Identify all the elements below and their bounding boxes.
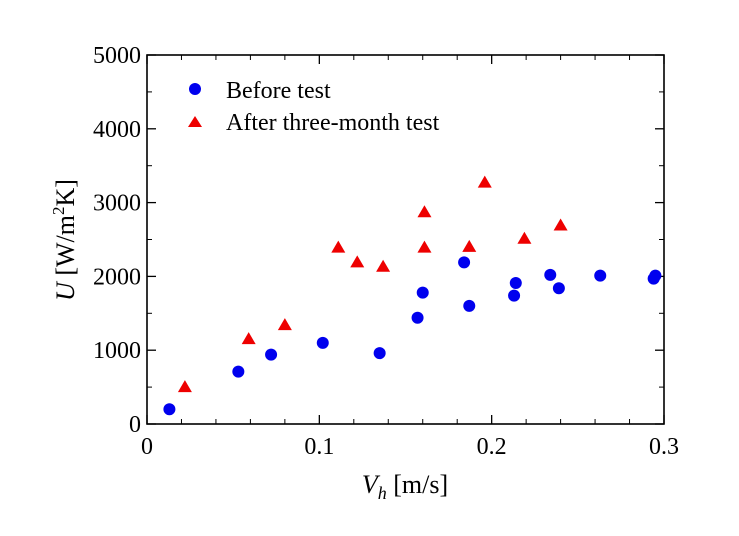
point-after-three-month-test bbox=[417, 240, 432, 253]
point-after-three-month-test bbox=[477, 175, 492, 188]
legend-label-before-test: Before test bbox=[226, 78, 331, 104]
x-tick-label: 0.3 bbox=[649, 434, 679, 460]
x-axis-unit: [m/s] bbox=[387, 470, 448, 499]
x-axis-label: Vh [m/s] bbox=[362, 470, 448, 503]
point-after-three-month-test bbox=[241, 332, 256, 345]
point-after-three-month-test bbox=[517, 231, 532, 244]
x-tick-label: 0.1 bbox=[304, 434, 334, 460]
point-before-test bbox=[509, 277, 522, 290]
y-tick-label: 3000 bbox=[93, 191, 141, 217]
tick-labels: 0 0.1 0.2 0.3 0 1000 2000 3000 4000 5000 bbox=[93, 43, 679, 460]
point-before-test bbox=[544, 268, 557, 281]
point-after-three-month-test bbox=[376, 259, 391, 272]
y-tick-label: 1000 bbox=[93, 338, 141, 364]
point-before-test bbox=[411, 311, 424, 324]
x-axis-variable: V bbox=[362, 470, 381, 499]
point-before-test bbox=[463, 299, 476, 312]
point-before-test bbox=[373, 347, 386, 360]
point-after-three-month-test bbox=[177, 380, 192, 393]
point-after-three-month-test bbox=[417, 205, 432, 218]
legend: Before test After three-month test bbox=[188, 78, 440, 136]
x-axis-subscript: h bbox=[378, 483, 387, 503]
point-before-test bbox=[416, 286, 429, 299]
point-before-test bbox=[232, 365, 245, 378]
point-after-three-month-test bbox=[277, 318, 292, 331]
point-before-test bbox=[316, 336, 329, 349]
point-before-test bbox=[458, 256, 471, 269]
y-tick-label: 5000 bbox=[93, 43, 141, 69]
point-after-three-month-test bbox=[350, 255, 365, 268]
point-after-three-month-test bbox=[553, 218, 568, 231]
point-before-test bbox=[649, 269, 662, 282]
point-before-test bbox=[265, 348, 278, 361]
legend-label-after-three-month-test: After three-month test bbox=[226, 110, 440, 136]
y-axis-superscript: 2 bbox=[49, 207, 68, 216]
y-axis-variable: U bbox=[51, 280, 80, 301]
y-axis-label: U [W/m2K] bbox=[49, 179, 80, 301]
x-tick-label: 0.2 bbox=[477, 434, 507, 460]
point-before-test bbox=[163, 403, 176, 416]
y-tick-label: 0 bbox=[129, 412, 141, 438]
x-tick-label: 0 bbox=[141, 434, 153, 460]
y-axis-unit-prefix: [W/m bbox=[51, 215, 80, 282]
data-points bbox=[163, 175, 662, 416]
point-after-three-month-test bbox=[462, 239, 477, 252]
point-after-three-month-test bbox=[331, 240, 346, 253]
y-tick-label: 4000 bbox=[93, 117, 141, 143]
legend-marker-before-test bbox=[189, 83, 201, 95]
y-axis-unit-suffix: K] bbox=[51, 179, 80, 206]
point-before-test bbox=[552, 282, 565, 295]
point-before-test bbox=[594, 269, 607, 282]
y-tick-label: 2000 bbox=[93, 264, 141, 290]
point-before-test bbox=[508, 289, 521, 302]
legend-marker-after-three-month-test bbox=[188, 116, 202, 127]
